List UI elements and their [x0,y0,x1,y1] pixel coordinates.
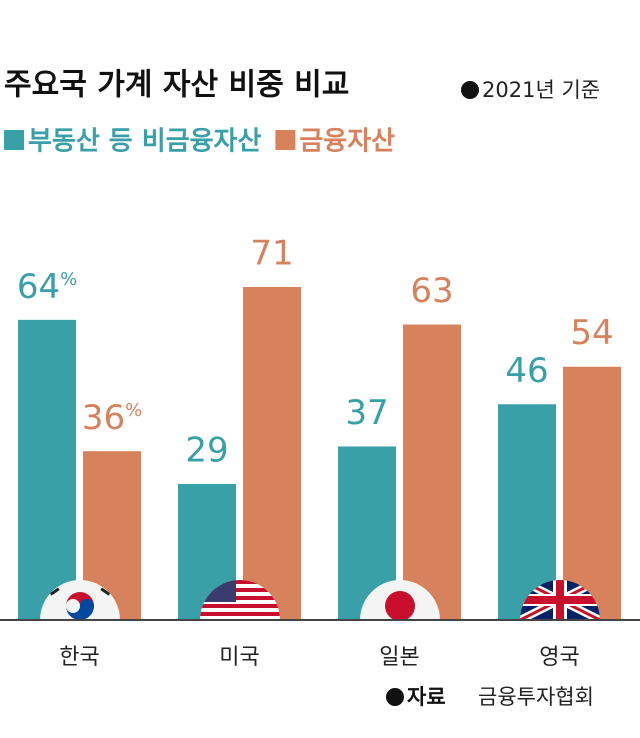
legend-label: 금융자산 [299,127,395,157]
x-tick-label: 영국 [539,645,579,670]
bar [243,287,301,620]
value-label: 37 [345,393,388,433]
bar [563,366,621,620]
value-label: 71 [250,234,293,274]
chart-subtitle: 2021년 기준 [482,78,600,102]
value-label: 64% [17,266,77,306]
bar [18,319,76,620]
source-label: 자료 [407,685,446,709]
source-bullet [386,688,404,706]
source-text: 금융투자협회 [478,685,594,709]
bar [403,324,461,620]
flag-korea [40,580,120,620]
value-label: 29 [185,430,228,470]
legend-label: 부동산 등 비금융자산 [28,127,261,157]
value-label: 36% [82,398,142,438]
subtitle-bullet [461,81,479,99]
x-tick-label: 한국 [59,645,99,670]
x-tick-label: 일본 [379,645,419,670]
value-label: 46 [505,351,548,391]
legend-swatch [4,130,24,150]
value-label: 63 [410,271,453,311]
x-tick-label: 미국 [219,645,259,670]
chart-title: 주요국 가계 자산 비중 비교 [4,68,349,103]
value-label: 54 [570,313,613,353]
legend-swatch [275,130,296,150]
